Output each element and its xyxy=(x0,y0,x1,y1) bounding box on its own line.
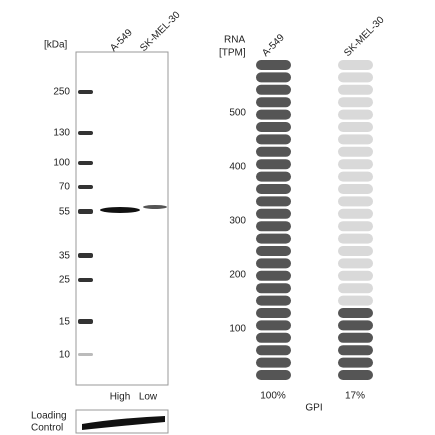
rna-pill xyxy=(256,72,291,83)
rna-pill xyxy=(338,258,373,269)
marker-label: 15 xyxy=(59,317,71,328)
rna-pill xyxy=(338,270,373,281)
rna-pill xyxy=(256,221,291,232)
rna-pill xyxy=(338,84,373,95)
rna-pill xyxy=(338,171,373,182)
level-label: Low xyxy=(139,392,158,403)
rna-tick-label: 100 xyxy=(229,324,246,335)
level-label: High xyxy=(110,392,131,403)
rna-pill xyxy=(256,196,291,207)
rna-pill xyxy=(256,208,291,219)
rna-pill xyxy=(256,134,291,145)
rna-percent: 17% xyxy=(345,391,365,402)
ladder xyxy=(78,90,93,356)
rna-pill xyxy=(338,146,373,157)
rna-lane-label: A-549 xyxy=(260,32,287,59)
lane-label: SK-MEL-30 xyxy=(138,9,183,54)
rna-pill xyxy=(256,270,291,281)
rna-pill xyxy=(256,84,291,95)
rna-tick-label: 200 xyxy=(229,270,246,281)
rna-pill xyxy=(256,308,291,318)
rna-pill xyxy=(256,295,291,306)
rna-pill xyxy=(338,345,373,356)
rna-pill xyxy=(256,258,291,269)
gene-label: GPI xyxy=(305,403,322,414)
marker-label: 10 xyxy=(59,350,71,361)
loading-label: Control xyxy=(31,423,63,434)
rna-pill xyxy=(256,320,291,331)
rna-pill xyxy=(338,184,373,194)
rna-pill xyxy=(338,97,373,108)
rna-pill xyxy=(338,122,373,132)
rna-pill xyxy=(338,60,373,70)
rna-pill xyxy=(338,283,373,294)
loading-band xyxy=(82,416,165,430)
marker-label: 35 xyxy=(59,251,71,262)
rna-pill xyxy=(256,171,291,182)
lane-label: A-549 xyxy=(108,27,135,54)
rna-pill xyxy=(338,134,373,145)
rna-pill xyxy=(256,357,291,368)
rna-pill xyxy=(256,109,291,120)
rna-pill xyxy=(338,221,373,232)
rna-pill xyxy=(338,357,373,368)
rna-pill xyxy=(256,332,291,343)
rna-pill xyxy=(338,159,373,170)
rna-axis-label: [TPM] xyxy=(219,48,246,59)
rna-pill xyxy=(338,109,373,120)
marker-label: 25 xyxy=(59,275,71,286)
rna-pill xyxy=(256,60,291,70)
marker-label: 130 xyxy=(53,128,70,139)
rna-pill xyxy=(256,97,291,108)
rna-pill xyxy=(256,233,291,244)
marker-label: 55 xyxy=(59,207,71,218)
rna-pill xyxy=(338,320,373,331)
rna-pill xyxy=(256,370,291,380)
loading-label: Loading xyxy=(31,411,67,422)
blot-frame xyxy=(75,51,169,386)
rna-pill xyxy=(256,146,291,157)
marker-label: 250 xyxy=(53,87,70,98)
rna-tick-label: 400 xyxy=(229,162,246,173)
marker-label: 100 xyxy=(53,158,70,169)
rna-pill xyxy=(338,233,373,244)
rna-pill xyxy=(338,332,373,343)
rna-percent: 100% xyxy=(260,391,286,402)
rna-pill xyxy=(256,345,291,356)
rna-pill xyxy=(338,295,373,306)
rna-pill xyxy=(338,370,373,380)
rna-lane-label: SK-MEL-30 xyxy=(342,14,387,59)
rna-pill xyxy=(338,308,373,318)
rna-pill xyxy=(338,208,373,219)
rna-pill xyxy=(338,246,373,256)
rna-pill xyxy=(338,72,373,83)
rna-tick-label: 300 xyxy=(229,216,246,227)
rna-pill xyxy=(256,159,291,170)
rna-pill xyxy=(256,122,291,132)
unit-label: [kDa] xyxy=(44,40,68,51)
rna-pill xyxy=(338,196,373,207)
rna-pill xyxy=(256,283,291,294)
rna-tick-label: 500 xyxy=(229,108,246,119)
rna-axis-label: RNA xyxy=(224,35,245,46)
rna-pill xyxy=(256,246,291,256)
marker-label: 70 xyxy=(59,182,71,193)
rna-pill xyxy=(256,184,291,194)
band-skmel30 xyxy=(143,205,167,209)
band-a549 xyxy=(100,207,140,213)
